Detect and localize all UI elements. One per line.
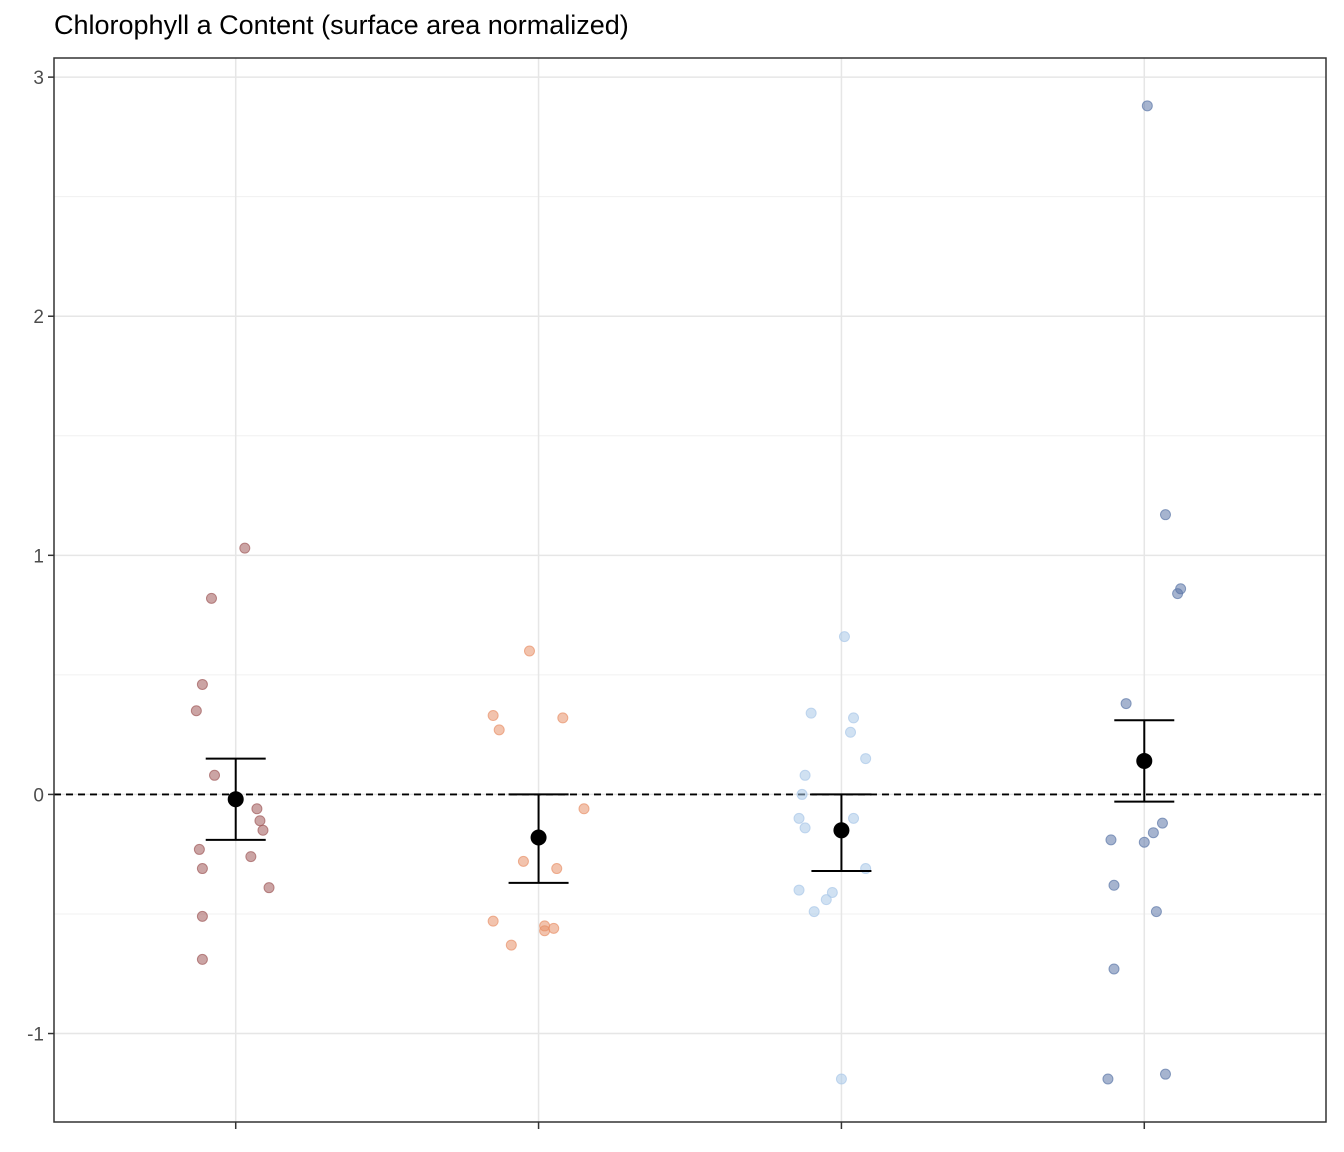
chart-title: Chlorophyll a Content (surface area norm… — [54, 10, 629, 40]
data-point — [551, 863, 563, 875]
data-point — [838, 631, 850, 643]
data-point — [254, 815, 266, 827]
data-point — [835, 1073, 847, 1085]
data-point — [1108, 879, 1120, 891]
data-point — [799, 769, 811, 781]
minor-gridlines — [54, 196, 1326, 915]
data-point — [190, 705, 202, 717]
y-axis: -1 0 1 2 3 — [27, 68, 54, 1046]
data-point — [1150, 906, 1162, 918]
data-point — [845, 726, 857, 738]
data-point — [493, 724, 505, 736]
data-point — [487, 915, 499, 927]
data-point — [517, 855, 529, 867]
data-point — [245, 851, 257, 863]
data-point — [1138, 836, 1150, 848]
data-point — [793, 812, 805, 824]
data-point — [263, 882, 275, 894]
data-point — [557, 712, 569, 724]
mean-marker — [1136, 752, 1153, 769]
y-tick-label: 3 — [33, 68, 44, 89]
mean-marker — [833, 822, 850, 839]
data-point — [548, 922, 560, 934]
data-point — [196, 953, 208, 965]
data-point — [1105, 834, 1117, 846]
data-point — [1159, 1068, 1171, 1080]
error-bars — [205, 719, 1175, 884]
x-axis — [234, 1122, 1146, 1129]
data-point — [257, 824, 269, 836]
data-point — [539, 925, 551, 937]
plot-panel-border — [53, 57, 1327, 1123]
data-point — [196, 678, 208, 690]
data-points — [190, 100, 1187, 1085]
data-point — [826, 886, 838, 898]
y-tick-label: -1 — [27, 1025, 44, 1046]
data-point — [209, 769, 221, 781]
data-point — [196, 863, 208, 875]
data-point — [1108, 963, 1120, 975]
data-point — [578, 803, 590, 815]
data-point — [805, 707, 817, 719]
data-point — [205, 592, 217, 604]
data-point — [793, 884, 805, 896]
data-point — [487, 710, 499, 722]
data-point — [860, 863, 872, 875]
data-point — [848, 712, 860, 724]
y-tick-label: 2 — [33, 307, 44, 328]
data-point — [505, 939, 517, 951]
data-point — [820, 894, 832, 906]
mean-markers — [227, 752, 1153, 846]
y-tick-label: 1 — [33, 546, 44, 567]
data-point — [1172, 588, 1184, 600]
data-point — [1147, 827, 1159, 839]
data-point — [1120, 698, 1132, 710]
data-point — [193, 843, 205, 855]
data-point — [1102, 1073, 1114, 1085]
data-point — [848, 812, 860, 824]
data-point — [239, 542, 251, 554]
mean-marker — [227, 791, 244, 808]
data-point — [808, 906, 820, 918]
data-point — [251, 803, 263, 815]
major-gridlines — [54, 58, 1326, 1122]
data-point — [1141, 100, 1153, 112]
data-point — [799, 822, 811, 834]
data-point — [796, 788, 808, 800]
data-point — [1159, 509, 1171, 521]
data-point — [523, 645, 535, 657]
mean-marker — [530, 829, 547, 846]
data-point — [196, 910, 208, 922]
data-point — [860, 753, 872, 765]
y-tick-label: 0 — [33, 785, 44, 806]
data-point — [1156, 817, 1168, 829]
